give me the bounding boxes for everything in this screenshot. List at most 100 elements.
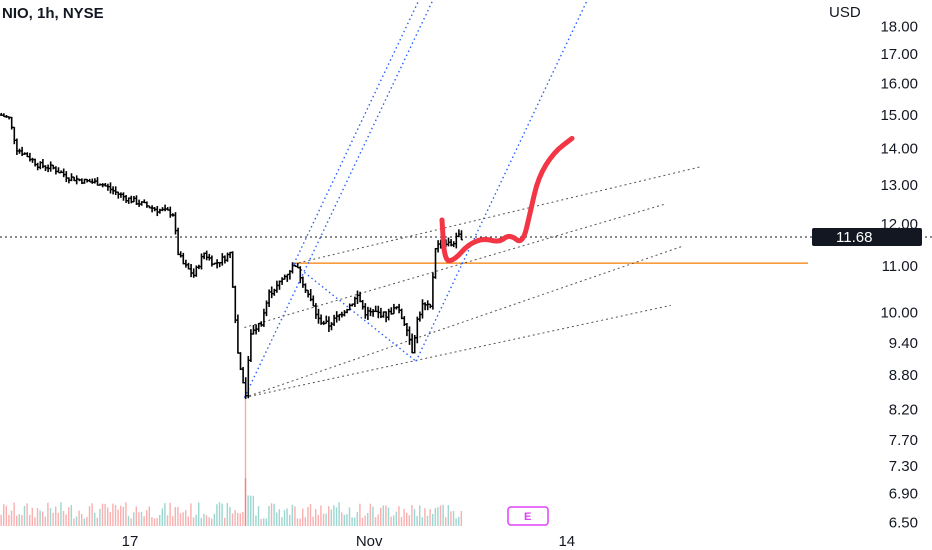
price-bar (64, 171, 68, 183)
price-bar (176, 227, 180, 256)
price-bar (197, 264, 201, 270)
price-bar (80, 178, 84, 185)
price-bar (213, 262, 216, 265)
price-bar (228, 251, 232, 259)
volume-bar (36, 508, 39, 526)
price-bar (148, 205, 151, 209)
price-bar (132, 195, 136, 203)
price-bar (12, 126, 16, 145)
volume-bar (192, 517, 195, 526)
price-bar (210, 255, 214, 267)
volume-bar (94, 512, 96, 526)
price-bar (415, 316, 419, 344)
price-bar (23, 152, 27, 155)
symbol-title[interactable]: NIO, 1h, NYSE (2, 5, 104, 22)
volume-bar (187, 516, 190, 526)
volume-bar (86, 517, 88, 526)
price-bar (265, 300, 268, 317)
volume-bar (330, 509, 333, 526)
price-bar (356, 290, 359, 304)
volume-bar (34, 517, 36, 526)
volume-bar (18, 514, 21, 526)
price-bar (296, 262, 300, 269)
volume-bar (291, 504, 294, 526)
price-bar (122, 192, 125, 201)
current-price-label: 11.68 (836, 229, 872, 246)
price-bar (168, 206, 172, 218)
price-tick-label: 16.00 (880, 76, 918, 93)
guide-ray-mid (244, 246, 682, 399)
volume-bar (445, 517, 447, 526)
price-bar (317, 308, 320, 324)
volume-bar (242, 511, 244, 526)
guide-lines (0, 165, 932, 399)
price-bar (106, 183, 110, 191)
volume-bar (263, 518, 265, 526)
volume-bar (361, 517, 364, 526)
volume-bar (335, 507, 338, 526)
price-bar (236, 314, 240, 354)
price-bar (306, 289, 310, 298)
price-bar (358, 291, 362, 303)
price-bar (426, 300, 430, 311)
price-bar (252, 324, 255, 335)
price-bar (174, 212, 177, 235)
price-bar (285, 273, 289, 282)
price-bar (226, 252, 229, 262)
price-bar (70, 173, 73, 182)
volume-bar (205, 515, 208, 526)
volume-bar (218, 502, 221, 526)
volume-bar (200, 517, 203, 526)
volume-bar (62, 511, 65, 526)
price-bar (158, 208, 162, 214)
volume-bar (221, 503, 223, 526)
price-bar (366, 306, 370, 320)
volume-bar (333, 505, 335, 526)
price-bar (18, 148, 21, 154)
price-bar (309, 289, 313, 302)
volume-bar (44, 516, 47, 526)
volume-bar (120, 505, 122, 526)
volume-bar (302, 508, 304, 526)
volume-bar (385, 505, 387, 526)
volume-bar (164, 503, 166, 526)
volume-bar (411, 505, 413, 526)
volume-bar (367, 512, 369, 526)
volume-bar (3, 504, 5, 526)
volume-bar (406, 512, 408, 526)
price-bar (44, 165, 47, 172)
price-bar (202, 252, 206, 260)
price-bar (270, 286, 274, 299)
price-bar (350, 303, 354, 307)
price-tick-label: 9.40 (889, 335, 918, 352)
price-bar (343, 310, 346, 317)
price-bar (49, 161, 53, 172)
price-bar (421, 299, 424, 319)
volume-bar (359, 503, 361, 526)
price-bar (275, 280, 279, 293)
volume-bar (447, 505, 450, 526)
price-bar (137, 199, 141, 207)
volume-bar (281, 517, 283, 526)
events-badge[interactable]: E (507, 506, 549, 526)
price-bar (301, 276, 305, 288)
price-axis[interactable]: 18.0017.0016.0015.0014.0013.0012.0011.00… (880, 18, 918, 531)
price-bar (408, 326, 411, 345)
price-bar (327, 316, 331, 332)
price-bar (335, 311, 339, 323)
volume-bar (320, 505, 322, 526)
volume-bar (356, 512, 359, 526)
price-bar (413, 335, 417, 354)
volume-bar (31, 507, 34, 526)
price-bar (127, 197, 131, 204)
price-bar (25, 152, 29, 158)
price-bar (20, 146, 24, 157)
volume-bar (304, 517, 307, 526)
price-bar (116, 191, 120, 199)
time-axis[interactable]: 17 Nov 14 (122, 533, 575, 550)
price-bar (345, 308, 349, 314)
price-bar (259, 321, 263, 327)
price-bar (129, 195, 133, 204)
volume-bar (114, 504, 117, 526)
